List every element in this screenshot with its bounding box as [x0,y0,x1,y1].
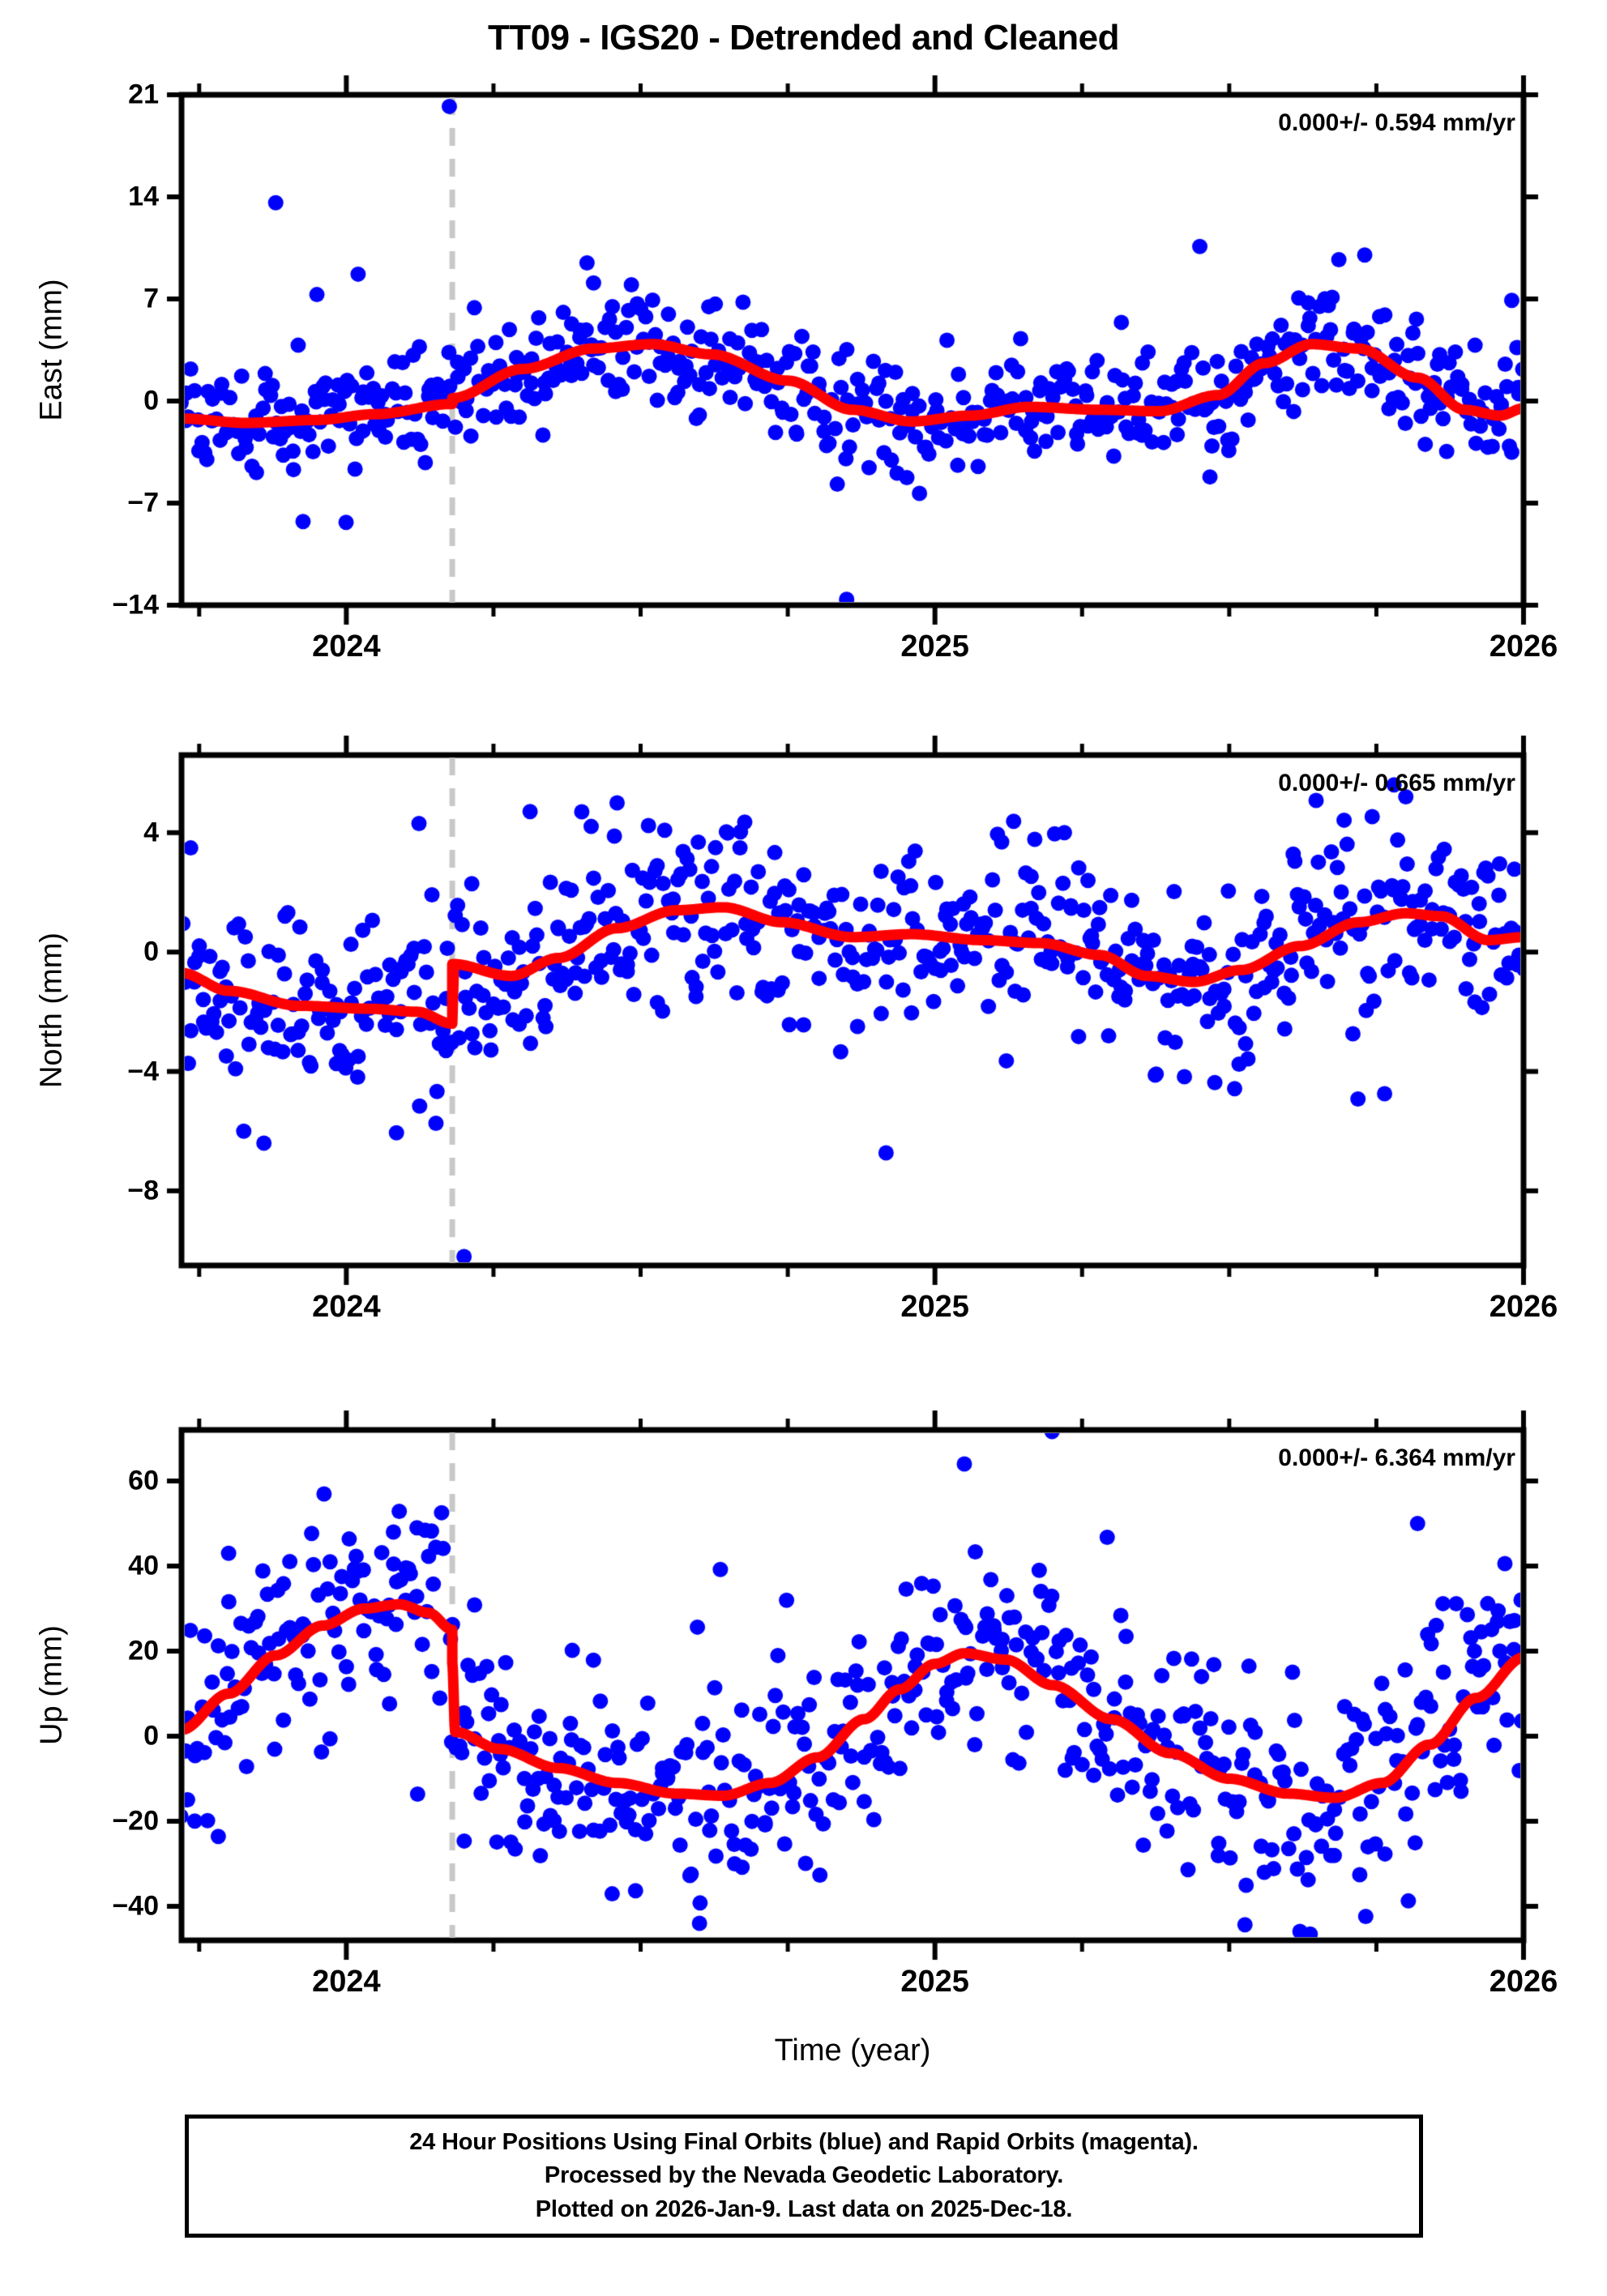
ytick-label-north-1: 0 [143,936,159,967]
xtick-label-north-1: 2025 [900,1290,969,1324]
ytick-label-up-3: 0 [143,1720,159,1752]
xtick-label-east-1: 2025 [900,629,969,664]
ytick-label-north-3: −8 [127,1175,159,1206]
xtick-label-north-0: 2024 [312,1290,381,1324]
rate-annotation-north: 0.000+/- 0.665 mm/yr [1278,770,1515,796]
rate-annotation-up: 0.000+/- 6.364 mm/yr [1278,1445,1515,1471]
xtick-label-north-2: 2026 [1489,1290,1558,1324]
rate-annotation-east: 0.000+/- 0.594 mm/yr [1278,109,1515,136]
xtick-label-up-0: 2024 [312,1965,381,1999]
footer-line-orbits: 24 Hour Positions Using Final Orbits (bl… [409,2129,1199,2156]
ytick-label-east-5: −14 [112,589,159,621]
axis-title-north: North (mm) [34,932,69,1089]
axis-title-time: Time (year) [774,2034,931,2068]
ytick-label-east-1: 14 [128,181,159,212]
footer-line-dates: Plotted on 2026-Jan-9. Last data on 2025… [535,2196,1073,2222]
xtick-label-up-1: 2025 [900,1965,969,1999]
page-title: TT09 - IGS20 - Detrended and Cleaned [487,18,1120,58]
xtick-label-up-2: 2026 [1489,1965,1558,1999]
ytick-label-up-1: 40 [128,1550,159,1581]
footer-note-box: 24 Hour Positions Using Final Orbits (bl… [185,2115,1423,2238]
ytick-label-east-3: 0 [143,385,159,416]
ytick-label-up-4: −20 [112,1805,159,1837]
xtick-label-east-0: 2024 [312,629,381,664]
ytick-label-east-2: 7 [143,283,159,314]
ytick-label-east-4: −7 [127,487,159,519]
ytick-label-up-2: 20 [128,1635,159,1667]
xtick-label-east-2: 2026 [1489,629,1558,664]
axis-title-east: East (mm) [34,279,69,421]
ytick-label-north-0: 4 [143,817,159,848]
footer-line-processor: Processed by the Nevada Geodetic Laborat… [544,2162,1064,2189]
axis-title-up: Up (mm) [34,1625,69,1745]
ytick-label-east-0: 21 [128,79,159,110]
ytick-label-north-2: −4 [127,1056,159,1087]
ytick-label-up-5: −40 [112,1890,159,1922]
ytick-label-up-0: 60 [128,1465,159,1496]
